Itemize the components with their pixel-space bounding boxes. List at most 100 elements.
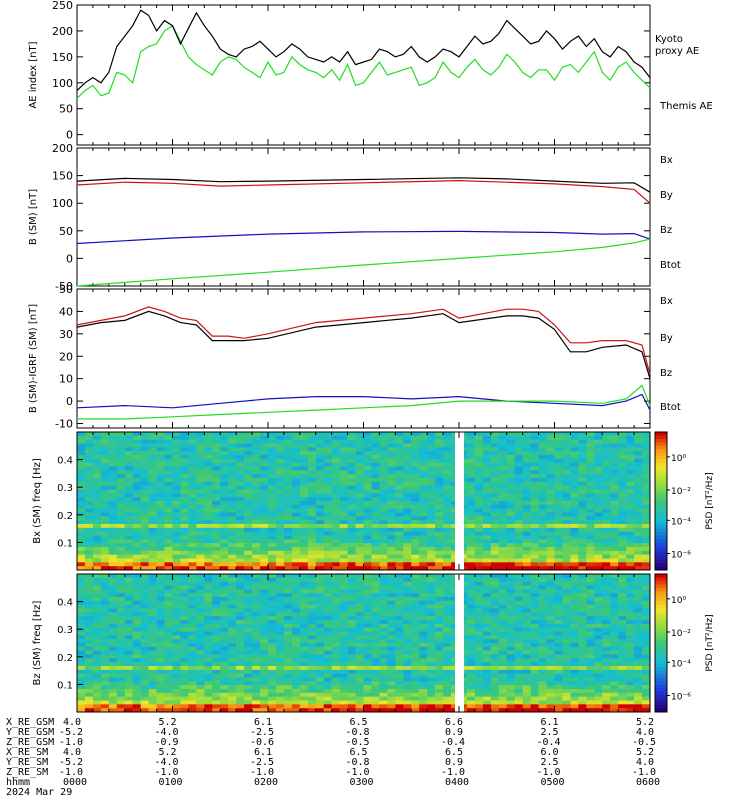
- spec-bz-cell: [228, 585, 237, 590]
- spec-bx-cell: [506, 527, 516, 532]
- spec-bx-cell: [530, 493, 539, 498]
- spec-bx-cell: [554, 562, 563, 567]
- spec-bx-cell: [506, 535, 516, 540]
- spec-bx-cell: [379, 508, 388, 513]
- spec-bx-cell: [124, 520, 134, 525]
- spec-bx-cell: [100, 443, 110, 448]
- spec-bx-cell: [610, 447, 619, 452]
- spec-bx-cell: [387, 451, 396, 456]
- spec-bx-cell: [586, 462, 595, 467]
- spec-bx-cell: [275, 524, 285, 529]
- spec-bx-cell: [315, 439, 325, 444]
- spec-bx-cell: [268, 451, 277, 456]
- spec-bx-cell: [124, 497, 134, 502]
- spec-bx-cell: [275, 470, 285, 475]
- spec-bz-cell: [419, 662, 428, 667]
- spec-bz-cell: [347, 589, 356, 594]
- spec-bx-cell: [403, 493, 412, 498]
- spec-bz-cell: [506, 585, 516, 590]
- spec-bx-cell: [148, 527, 157, 532]
- spec-bx-cell: [124, 451, 134, 456]
- spec-bx-cell: [427, 485, 436, 490]
- spec-bx-cell: [77, 485, 86, 490]
- spec-bx-cell: [331, 474, 340, 479]
- spec-bx-cell: [291, 432, 301, 437]
- spec-bz-cell: [196, 620, 205, 625]
- spec-bx-cell: [570, 524, 579, 529]
- spec-bz-cell: [204, 685, 213, 690]
- spec-bz-cell: [124, 643, 134, 648]
- spec-bx-cell: [474, 466, 484, 471]
- spec-bz-cell: [299, 604, 309, 609]
- spec-bz-cell: [363, 639, 372, 644]
- spec-bz-cell: [156, 643, 165, 648]
- spec-bx-cell: [610, 439, 619, 444]
- spec-bz-cell: [196, 658, 205, 663]
- spec-bz-cell: [212, 677, 221, 682]
- spec-bx-cell: [554, 439, 563, 444]
- spec-bz-cell: [220, 673, 229, 678]
- spec-bx-cell: [244, 531, 253, 536]
- spec-bx-cell: [498, 516, 508, 521]
- spec-bz-cell: [164, 685, 173, 690]
- spec-bz-cell: [466, 696, 476, 701]
- spec-bx-cell: [586, 489, 595, 494]
- spec-bz-cell: [252, 577, 261, 582]
- spec-bx-cell: [490, 435, 500, 440]
- spec-bx-cell: [514, 512, 523, 517]
- spec-bx-cell: [212, 566, 221, 571]
- spec-bz-cell: [419, 597, 428, 602]
- spec-bx-cell: [323, 462, 332, 467]
- spec-bz-cell: [172, 658, 181, 663]
- spec-bz-cell: [387, 574, 396, 579]
- spec-bx-cell: [299, 470, 309, 475]
- spec-bz-cell: [299, 654, 309, 659]
- spec-bx-cell: [419, 512, 428, 517]
- spec-bz-cell: [156, 654, 165, 659]
- spec-bx-cell: [212, 535, 221, 540]
- spec-bx-cell: [148, 493, 157, 498]
- spec-bx-cell: [220, 527, 229, 532]
- spec-bz-cell: [339, 585, 348, 590]
- spec-bx-cell: [244, 458, 253, 463]
- spec-bx-cell: [268, 508, 277, 513]
- spec-bx-cell: [403, 543, 412, 548]
- spec-bz-cell: [212, 696, 221, 701]
- spec-bx-cell: [323, 524, 332, 529]
- spec-bz-cell: [474, 654, 484, 659]
- spec-bz-cell: [379, 581, 388, 586]
- spec-bx-cell: [435, 474, 444, 479]
- spec-bx-cell: [196, 539, 205, 544]
- spec-bx-cell: [562, 443, 571, 448]
- spec-bz-cell: [244, 689, 253, 694]
- spec-bx-cell: [355, 455, 364, 460]
- spec-bz-cell: [403, 689, 412, 694]
- spec-bx-cell: [642, 558, 651, 563]
- spec-bx-cell: [212, 562, 221, 567]
- spec-bx-cell: [236, 447, 245, 452]
- spec-bz-cell: [466, 643, 476, 648]
- spec-bx-cell: [347, 547, 356, 552]
- spec-bz-cell: [403, 631, 412, 636]
- spec-bz-cell: [228, 616, 237, 621]
- spec-bz-cell: [212, 681, 221, 686]
- spec-bz-cell: [100, 643, 110, 648]
- spec-bz-cell: [331, 581, 340, 586]
- spec-bx-cell: [268, 524, 277, 529]
- spec-bx-cell: [466, 489, 476, 494]
- spec-bx-cell: [618, 512, 627, 517]
- spec-bz-cell: [283, 669, 293, 674]
- spec-bx-cell: [108, 504, 118, 509]
- spec-bx-cell: [291, 531, 301, 536]
- spec-bx-cell: [610, 566, 619, 571]
- spec-bx-cell: [538, 501, 547, 506]
- spec-bz-cell: [77, 704, 86, 709]
- spec-bx-cell: [228, 481, 237, 486]
- spec-bz-cell: [315, 623, 325, 628]
- spec-bz-cell: [188, 677, 197, 682]
- spec-bx-cell: [642, 455, 651, 460]
- spec-bz-cell: [371, 623, 380, 628]
- bsm-ytick-label: 200: [52, 142, 73, 155]
- spec-bx-cell: [403, 485, 412, 490]
- spec-bx-cell: [331, 466, 340, 471]
